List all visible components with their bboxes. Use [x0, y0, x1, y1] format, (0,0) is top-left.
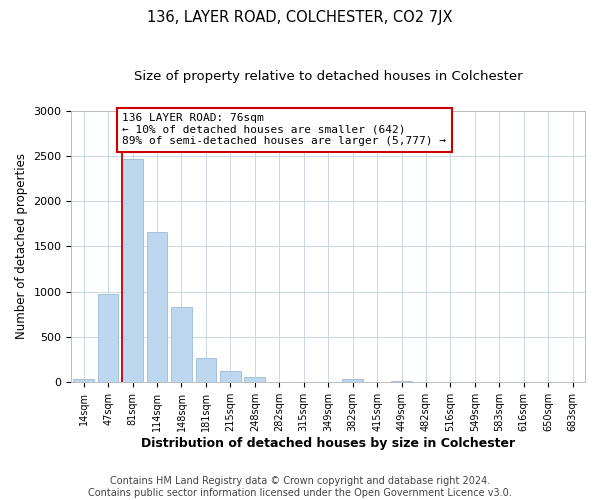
Y-axis label: Number of detached properties: Number of detached properties — [15, 154, 28, 340]
Title: Size of property relative to detached houses in Colchester: Size of property relative to detached ho… — [134, 70, 523, 83]
Bar — [122, 160, 143, 382]
X-axis label: Distribution of detached houses by size in Colchester: Distribution of detached houses by size … — [141, 437, 515, 450]
Text: Contains HM Land Registry data © Crown copyright and database right 2024.
Contai: Contains HM Land Registry data © Crown c… — [88, 476, 512, 498]
Bar — [196, 358, 217, 382]
Bar — [73, 378, 94, 382]
Bar — [98, 294, 118, 382]
Text: 136 LAYER ROAD: 76sqm
← 10% of detached houses are smaller (642)
89% of semi-det: 136 LAYER ROAD: 76sqm ← 10% of detached … — [122, 114, 446, 146]
Bar — [391, 380, 412, 382]
Bar — [244, 378, 265, 382]
Bar — [171, 307, 192, 382]
Bar — [220, 372, 241, 382]
Bar — [146, 232, 167, 382]
Bar — [342, 378, 363, 382]
Text: 136, LAYER ROAD, COLCHESTER, CO2 7JX: 136, LAYER ROAD, COLCHESTER, CO2 7JX — [147, 10, 453, 25]
